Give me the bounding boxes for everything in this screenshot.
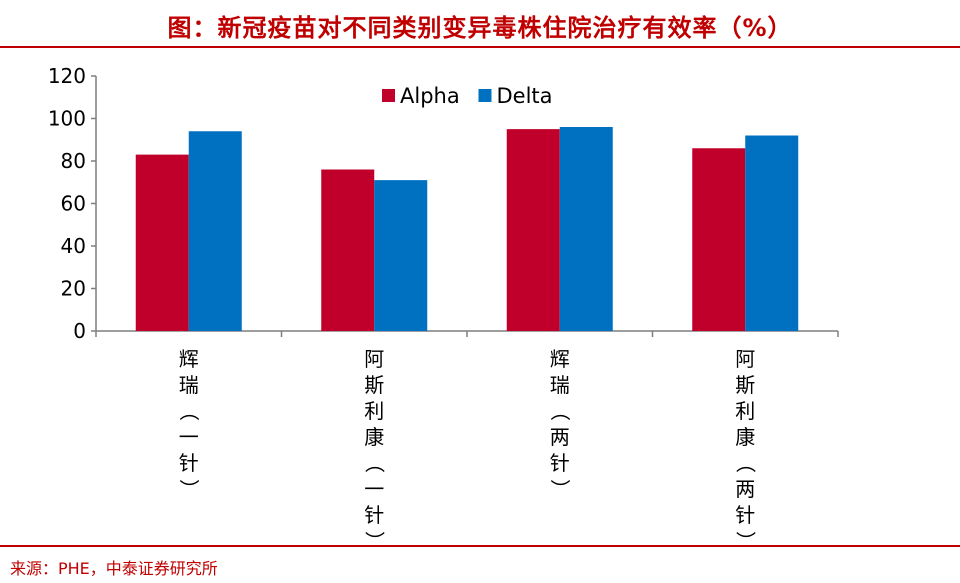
y-tick-label: 100 — [48, 107, 86, 131]
category-label-char: 康 — [735, 425, 755, 449]
category-label-char: 辉 — [179, 347, 199, 371]
bar-delta — [559, 127, 613, 331]
category-label-char: 两 — [735, 477, 755, 501]
category-label-char: 针 — [735, 503, 755, 527]
footer-divider — [0, 545, 960, 547]
y-tick-label: 120 — [48, 64, 86, 88]
category-label-char: ） — [362, 531, 386, 545]
category-label-char: 瑞 — [550, 373, 570, 397]
category-label-char: 斯 — [735, 373, 755, 397]
bar-delta — [188, 131, 242, 331]
chart-legend: Alpha Delta — [382, 84, 553, 108]
category-label-char: ） — [733, 531, 757, 545]
category-label-char: 斯 — [364, 373, 384, 397]
legend-label: Alpha — [400, 84, 460, 108]
bar-alpha — [321, 169, 375, 331]
category-label-char: 针 — [364, 503, 384, 527]
bar-alpha — [135, 154, 189, 331]
category-label-char: 康 — [364, 425, 384, 449]
category-label-char: 一 — [179, 425, 199, 449]
category-label-char: （ — [548, 401, 572, 421]
category-label: 辉瑞 （ 一针 ） — [177, 347, 201, 499]
y-tick-label: 0 — [73, 319, 86, 343]
bar-delta — [745, 135, 799, 331]
y-tick-label: 60 — [61, 192, 86, 216]
category-label-char: 一 — [364, 477, 384, 501]
category-label-char: 辉 — [550, 347, 570, 371]
source-note: 来源：PHE，中泰证券研究所 — [10, 559, 218, 578]
chart-bars — [135, 127, 799, 331]
bar-alpha — [692, 148, 746, 331]
category-label-char: 两 — [550, 425, 570, 449]
category-label-char: 利 — [735, 399, 755, 423]
legend-swatch — [478, 89, 492, 102]
bar-alpha — [506, 129, 560, 331]
category-label-char: （ — [733, 453, 757, 473]
y-tick-label: 40 — [61, 234, 86, 258]
y-tick-label: 20 — [61, 277, 86, 301]
category-label-char: （ — [177, 401, 201, 421]
category-label-char: 瑞 — [179, 373, 199, 397]
category-label-char: 针 — [550, 451, 570, 475]
category-label-char: 利 — [364, 399, 384, 423]
category-label-char: （ — [362, 453, 386, 473]
title-divider — [0, 46, 960, 48]
category-label-char: ） — [177, 479, 201, 499]
bar-delta — [374, 180, 428, 331]
category-label: 辉瑞 （ 两针 ） — [548, 347, 572, 499]
y-tick-label: 80 — [61, 149, 86, 173]
legend-label: Delta — [497, 84, 553, 108]
category-label-char: 针 — [179, 451, 199, 475]
category-label-char: 阿 — [364, 347, 384, 371]
category-label-char: ） — [548, 479, 572, 499]
category-label-char: 阿 — [735, 347, 755, 371]
chart-title: 图：新冠疫苗对不同类别变异毒株住院治疗有效率（%） — [167, 14, 793, 42]
legend-swatch — [382, 89, 395, 102]
